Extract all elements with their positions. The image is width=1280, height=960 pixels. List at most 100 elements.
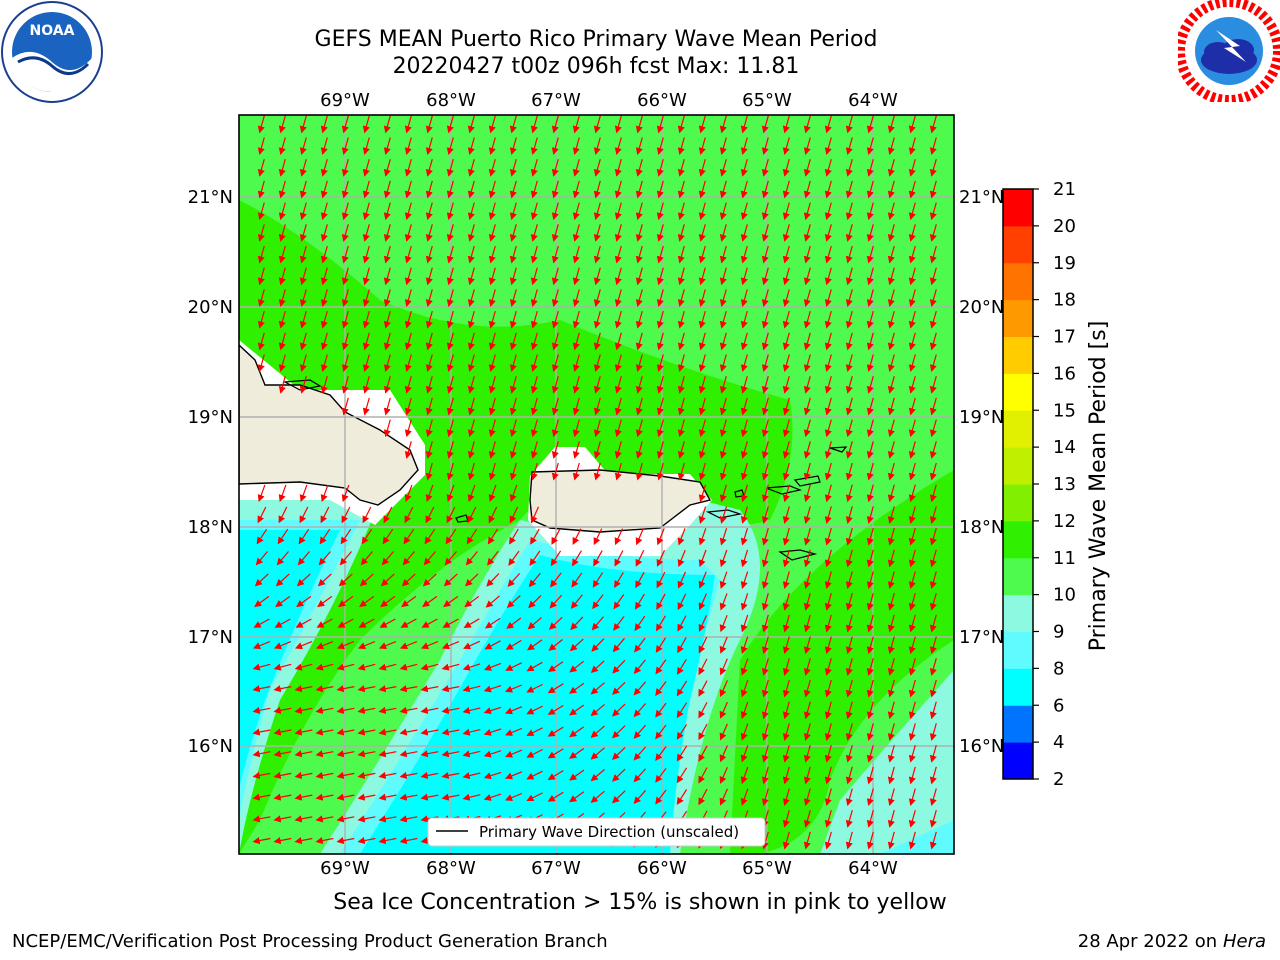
wave-direction-arrow (294, 685, 313, 693)
wave-direction-arrow (656, 202, 664, 221)
wave-direction-arrow (719, 462, 727, 481)
wave-direction-arrow (803, 376, 811, 394)
wave-direction-arrow (593, 245, 601, 264)
wave-direction-arrow (929, 354, 937, 373)
wave-direction-arrow (677, 419, 685, 438)
wave-direction-arrow (656, 441, 664, 459)
wave-direction-arrow (866, 115, 874, 134)
wave-direction-arrow (399, 793, 418, 801)
wave-direction-arrow (929, 549, 937, 568)
wave-direction-arrow (294, 793, 313, 801)
wave-direction-arrow (569, 660, 585, 673)
wave-direction-arrow (488, 289, 496, 307)
wave-direction-arrow (320, 115, 328, 134)
wave-direction-arrow (446, 202, 454, 221)
wave-direction-arrow (677, 224, 685, 242)
wave-direction-arrow (908, 788, 916, 807)
wave-direction-arrow (462, 663, 481, 671)
wave-direction-arrow (504, 727, 523, 736)
wave-direction-arrow (698, 354, 706, 373)
wave-direction-arrow (719, 788, 728, 806)
wave-direction-arrow (803, 810, 811, 828)
wave-direction-arrow (362, 397, 370, 416)
wave-direction-arrow (782, 332, 790, 351)
wave-direction-arrow (296, 573, 311, 587)
wave-direction-arrow (656, 267, 664, 286)
wave-direction-arrow (887, 245, 895, 264)
wave-direction-arrow (929, 744, 937, 763)
wave-direction-arrow (824, 484, 832, 503)
wave-direction-arrow (719, 137, 727, 156)
wave-direction-arrow (866, 701, 874, 720)
wave-direction-arrow (635, 224, 643, 242)
wave-direction-arrow (320, 224, 328, 242)
wave-direction-arrow (761, 376, 769, 394)
wave-direction-arrow (362, 267, 370, 286)
wave-direction-arrow (655, 702, 667, 718)
wave-direction-arrow (633, 768, 647, 783)
wave-direction-arrow (383, 354, 391, 373)
wave-direction-arrow (315, 641, 334, 650)
wave-direction-arrow (803, 224, 811, 242)
wave-direction-arrow (526, 727, 543, 736)
wave-direction-arrow (528, 594, 542, 609)
wave-direction-arrow (572, 267, 580, 286)
wave-direction-arrow (504, 771, 523, 780)
wave-direction-arrow (362, 180, 370, 199)
wave-direction-arrow (530, 419, 538, 438)
wave-direction-arrow (908, 441, 916, 459)
wave-direction-arrow (275, 595, 291, 608)
wave-direction-arrow (866, 245, 874, 264)
wave-direction-arrow (383, 159, 391, 177)
wave-direction-arrow (824, 636, 832, 655)
wave-direction-arrow (357, 750, 376, 758)
wave-direction-arrow (803, 701, 811, 720)
wave-direction-arrow (341, 397, 349, 416)
wave-direction-arrow (571, 572, 583, 588)
wave-direction-arrow (593, 528, 603, 546)
wave-direction-arrow (446, 245, 454, 264)
wave-direction-arrow (803, 527, 811, 546)
wave-direction-arrow (299, 484, 308, 503)
wave-direction-arrow (590, 747, 605, 760)
wave-direction-arrow (404, 354, 412, 373)
wave-direction-arrow (655, 659, 667, 675)
wave-direction-arrow (929, 571, 937, 590)
wave-direction-arrow (656, 549, 666, 567)
lat-label: 20°N (188, 297, 233, 318)
wave-direction-arrow (465, 551, 478, 566)
wave-direction-arrow (590, 725, 605, 738)
wave-direction-arrow (253, 618, 270, 628)
wave-direction-arrow (425, 137, 433, 156)
colorbar-segment (1003, 484, 1033, 522)
wave-direction-arrow (656, 289, 664, 307)
wave-direction-arrow (551, 354, 559, 373)
wave-direction-arrow (315, 685, 334, 693)
wave-direction-arrow (383, 202, 391, 221)
wave-direction-arrow (698, 115, 706, 134)
wave-direction-arrow (656, 376, 664, 394)
wave-direction-arrow (484, 640, 501, 650)
lat-label: 21°N (188, 187, 233, 208)
wave-direction-arrow (824, 766, 832, 785)
wave-direction-arrow (362, 310, 370, 329)
wave-direction-arrow (273, 771, 292, 779)
wave-direction-arrow (462, 685, 481, 693)
wave-direction-arrow (782, 289, 790, 307)
wave-direction-arrow (824, 679, 832, 698)
wave-direction-arrow (635, 462, 643, 481)
wave-direction-arrow (465, 573, 479, 587)
wave-direction-arrow (633, 703, 647, 718)
wave-direction-arrow (547, 791, 564, 802)
wave-direction-arrow (404, 202, 412, 221)
map-frame (238, 114, 955, 855)
wave-direction-arrow (509, 528, 519, 545)
wave-direction-arrow (677, 332, 685, 351)
wave-direction-arrow (441, 771, 460, 779)
wave-direction-arrow (551, 419, 559, 438)
wave-direction-arrow (425, 397, 433, 416)
wave-direction-arrow (633, 659, 646, 675)
wave-direction-arrow (929, 115, 937, 134)
wave-direction-arrow (845, 332, 853, 351)
wave-direction-arrow (929, 614, 937, 633)
